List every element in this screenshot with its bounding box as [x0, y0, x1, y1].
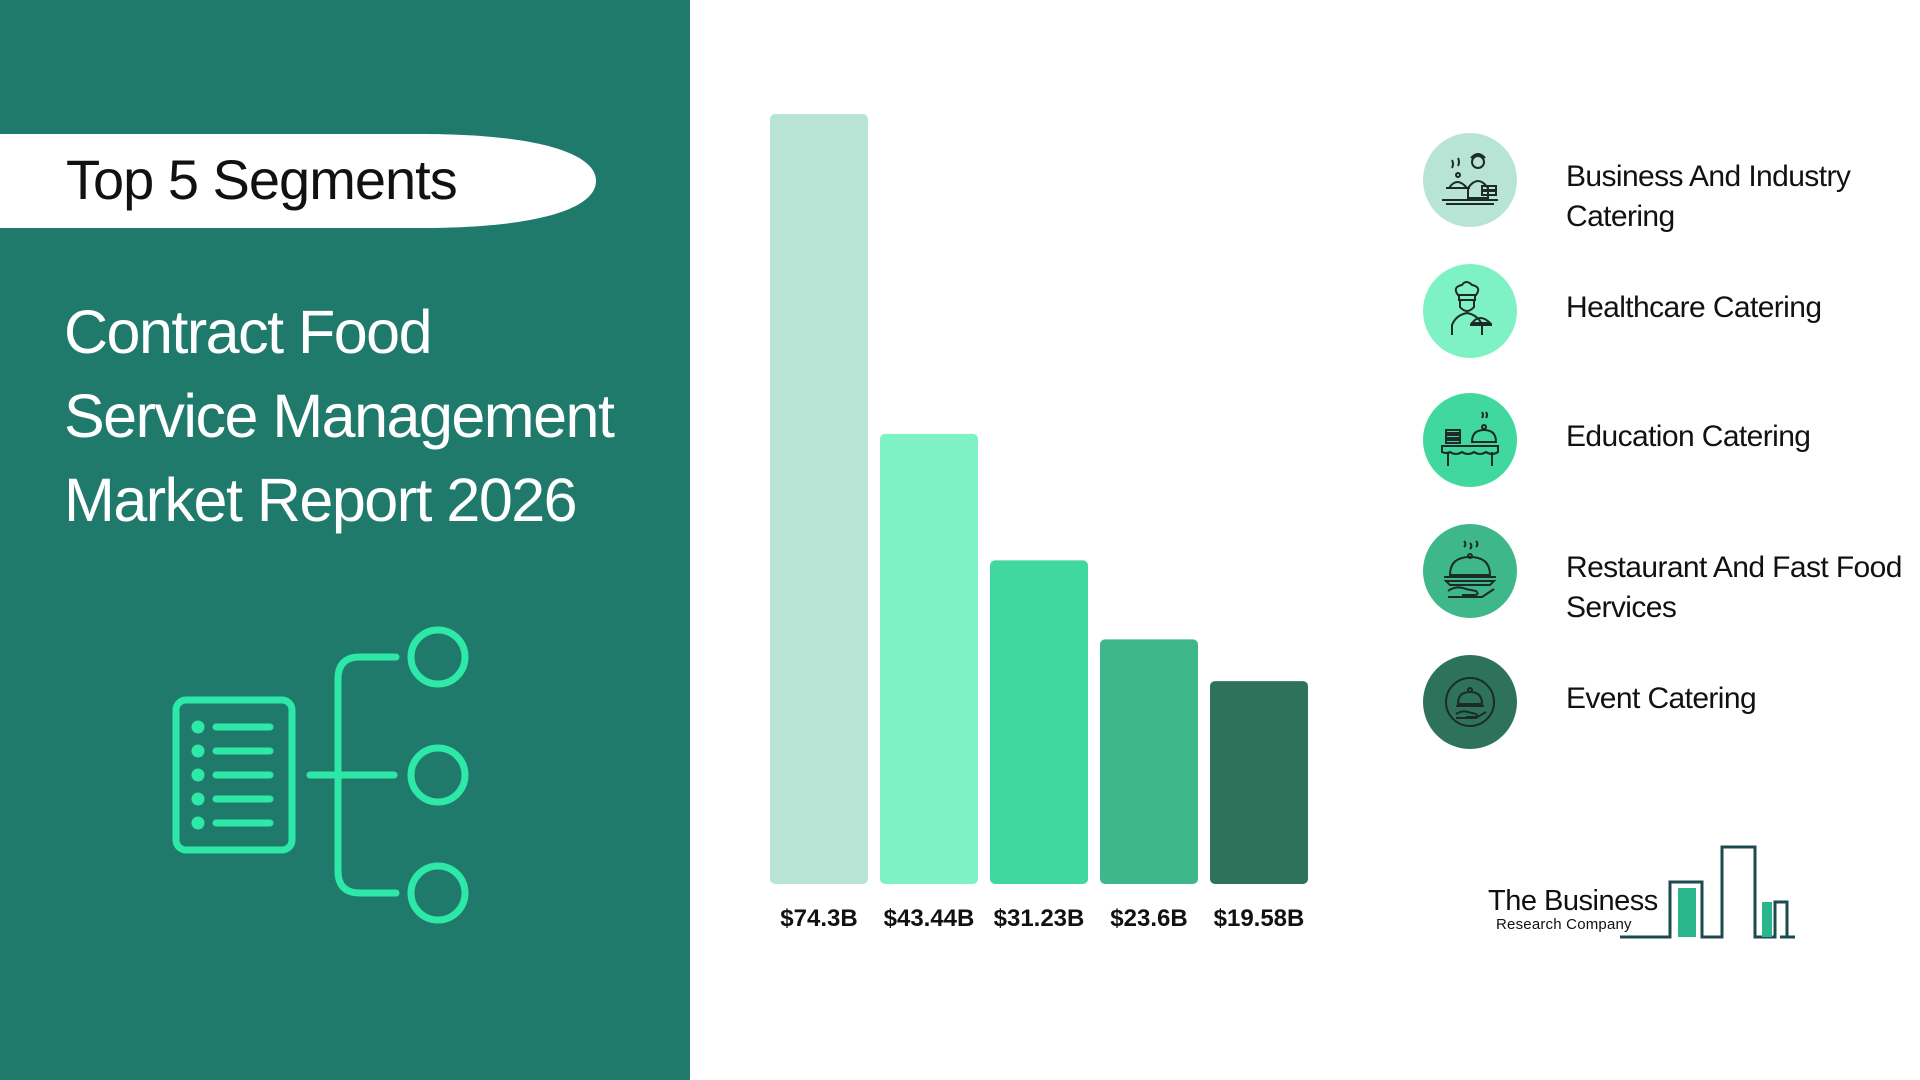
segments-tree-icon — [170, 620, 490, 945]
bar-value-label: $74.3B — [780, 905, 857, 932]
company-logo: The Business Research Company — [1480, 845, 1800, 945]
legend-label-line: Services — [1566, 591, 1677, 624]
bar-1 — [770, 114, 868, 884]
report-title-line: Service Management — [64, 382, 615, 450]
serving-tray-icon — [1423, 524, 1517, 618]
legend-label-line: Education Catering — [1566, 420, 1811, 453]
chef-cloche-icon — [1423, 264, 1517, 358]
legend-label-line: Event Catering — [1566, 682, 1757, 715]
bar-value-label: $23.6B — [1110, 905, 1187, 932]
bar-value-label: $31.23B — [994, 905, 1085, 932]
legend-label: Education Catering — [1566, 417, 1920, 457]
bar-chart: $74.3B $43.44B $31.23B $23.6B $19.58B — [770, 100, 1330, 940]
legend-label: Restaurant And Fast Food Services — [1566, 548, 1920, 628]
legend-label: Healthcare Catering — [1566, 288, 1920, 328]
report-title-line: Contract Food — [64, 298, 433, 366]
report-title: Contract Food Service Management Market … — [64, 290, 664, 542]
bar-5 — [1210, 681, 1308, 884]
report-title-line: Market Report 2026 — [64, 466, 578, 534]
bar-value-label: $43.44B — [884, 905, 975, 932]
legend-label-line: Catering — [1566, 200, 1675, 233]
chef-catering-icon — [1423, 133, 1517, 227]
bar-value-label: $19.58B — [1214, 905, 1305, 932]
legend-label-line: Business And Industry — [1566, 160, 1851, 193]
legend-label-line: Healthcare Catering — [1566, 291, 1822, 324]
segment-badge — [0, 134, 596, 228]
bar-4 — [1100, 639, 1198, 884]
hand-cloche-icon — [1423, 655, 1517, 749]
legend-label-line: Restaurant And Fast Food — [1566, 551, 1902, 584]
bar-2 — [880, 433, 978, 884]
legend-label: Business And Industry Catering — [1566, 157, 1920, 237]
legend: Business And Industry Catering Healthcar… — [1420, 0, 1920, 800]
legend-label: Event Catering — [1566, 679, 1920, 719]
buffet-table-icon — [1423, 393, 1517, 487]
logo-text: The Business — [1488, 885, 1658, 917]
segment-badge-text: Top 5 Segments — [66, 148, 458, 211]
logo-subtext: Research Company — [1496, 916, 1632, 933]
bar-3 — [990, 560, 1088, 884]
